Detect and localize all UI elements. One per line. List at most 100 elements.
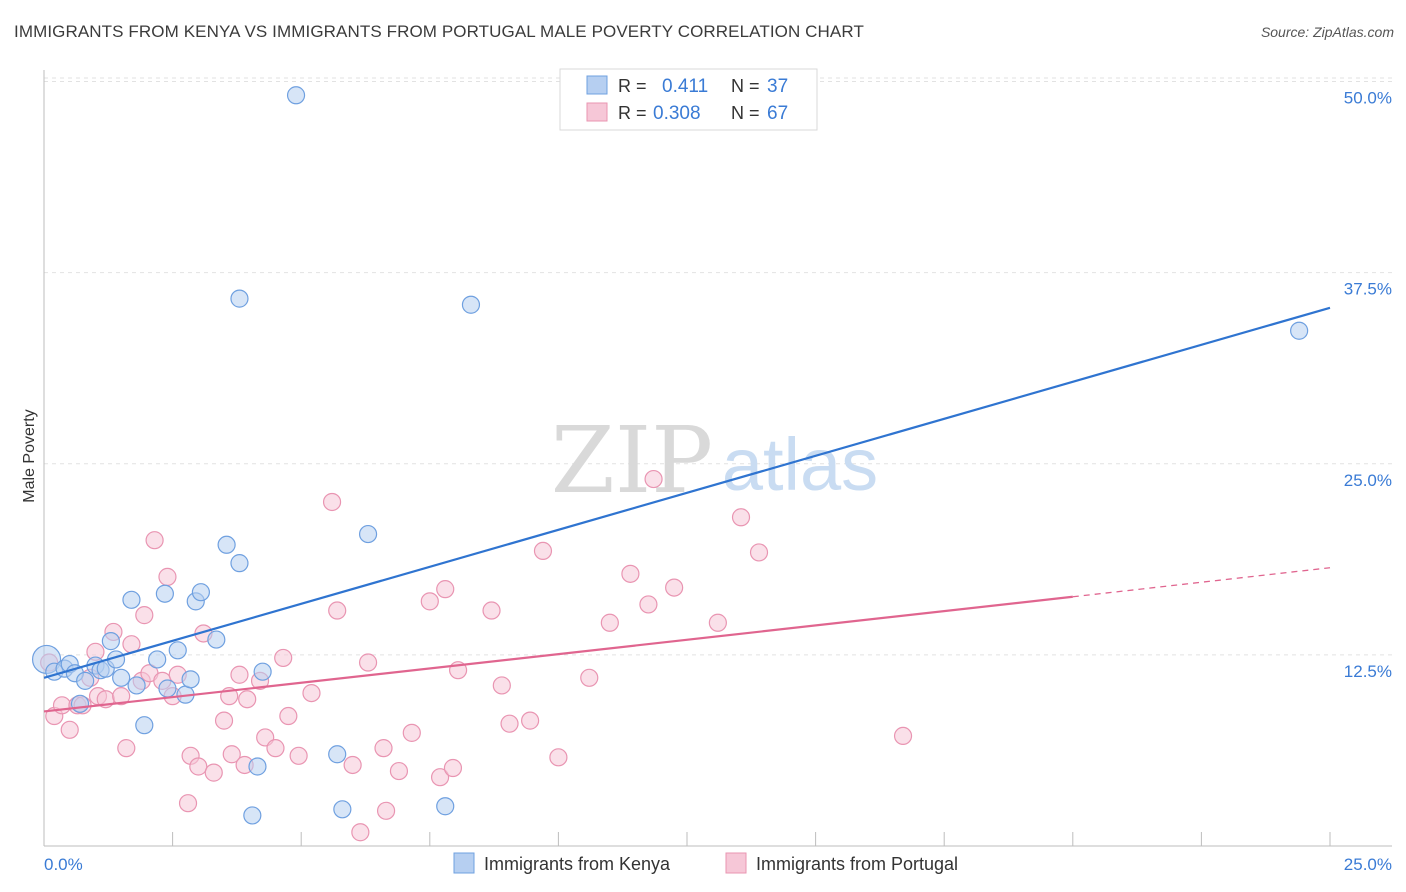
stats-legend-swatch-portugal <box>586 102 608 122</box>
portugal-point <box>492 676 511 695</box>
portugal-point <box>279 706 298 726</box>
kenya-point <box>286 86 306 105</box>
stats-legend-n-label-kenya: N = <box>731 76 760 96</box>
kenya-point <box>436 797 455 816</box>
portugal-point <box>266 739 285 758</box>
series-legend-swatch-kenya <box>453 852 475 874</box>
portugal-point <box>430 768 450 787</box>
y-tick-label: 50.0% <box>1344 89 1392 108</box>
y-axis-label: Male Poverty <box>21 409 38 502</box>
watermark-atlas: atlas <box>722 423 878 506</box>
portugal-point <box>60 720 79 739</box>
portugal-point <box>222 745 241 764</box>
series-legend-label-kenya: Immigrants from Kenya <box>484 854 671 874</box>
portugal-point <box>644 469 663 489</box>
kenya-point <box>1290 321 1309 340</box>
chart-source: Source: ZipAtlas.com <box>1260 24 1394 40</box>
portugal-point <box>549 748 568 767</box>
portugal-point <box>580 668 599 687</box>
series-legend-label-portugal: Immigrants from Portugal <box>756 854 958 874</box>
portugal-point <box>189 757 208 776</box>
stats-legend-n-value-kenya: 37 <box>767 76 788 97</box>
portugal-point <box>500 714 519 733</box>
portugal-point <box>436 580 455 599</box>
y-tick-label: 25.0% <box>1344 471 1392 490</box>
kenya-point <box>112 668 131 687</box>
portugal-point <box>533 541 553 561</box>
watermark: ZIP atlas <box>551 407 878 514</box>
stats-legend-r-value-kenya: 0.411 <box>662 76 708 97</box>
kenya-point <box>328 745 347 764</box>
x-tick-marks <box>172 832 1331 846</box>
portugal-point <box>117 739 136 758</box>
portugal-point <box>52 696 72 715</box>
kenya-point <box>122 590 141 609</box>
portugal-point <box>135 606 154 625</box>
kenya-point <box>248 757 267 776</box>
portugal-point <box>145 531 164 550</box>
kenya-point <box>155 584 174 603</box>
kenya-point <box>207 630 226 649</box>
portugal-point <box>230 665 249 684</box>
kenya-point <box>148 650 167 669</box>
portugal-point <box>402 723 421 742</box>
chart-title: IMMIGRANTS FROM KENYA VS IMMIGRANTS FROM… <box>14 22 864 41</box>
kenya-point <box>230 554 249 573</box>
x-tick-label-max: 25.0% <box>1344 855 1392 874</box>
kenya-point <box>76 671 95 690</box>
portugal-point <box>621 564 640 583</box>
portugal-point <box>420 592 439 611</box>
stats-legend-n-value-portugal: 67 <box>767 103 788 124</box>
portugal-point <box>214 711 234 730</box>
portugal-trend-extension <box>1072 567 1331 598</box>
kenya-point <box>230 289 249 308</box>
portugal-point <box>376 801 396 820</box>
kenya-point <box>358 524 378 544</box>
portugal-point <box>204 763 223 782</box>
portugal-point <box>482 601 501 620</box>
portugal-point <box>351 823 370 842</box>
portugal-point <box>600 613 619 632</box>
portugal-point <box>343 755 362 775</box>
portugal-point <box>289 746 308 765</box>
kenya-point <box>461 295 481 314</box>
portugal-point <box>374 739 393 758</box>
kenya-point <box>168 641 187 660</box>
kenya-point <box>135 716 154 735</box>
kenya-point <box>158 679 177 698</box>
stats-legend-n-label-portugal: N = <box>731 103 760 123</box>
y-tick-label: 12.5% <box>1344 662 1392 681</box>
portugal-point <box>749 543 769 562</box>
portugal-point <box>665 578 684 597</box>
series-legend: Immigrants from Kenya Immigrants from Po… <box>453 852 958 874</box>
stats-legend-r-label-portugal: R = <box>618 103 647 123</box>
stats-legend-r-label-kenya: R = <box>618 76 647 96</box>
x-tick-label-min: 0.0% <box>44 855 83 874</box>
portugal-point <box>302 683 321 703</box>
kenya-trend-line <box>43 306 1331 679</box>
portugal-point <box>893 726 913 746</box>
y-tick-label: 37.5% <box>1344 280 1392 299</box>
trend-lines <box>43 306 1331 713</box>
portugal-point <box>731 508 751 527</box>
portugal-point <box>443 758 463 778</box>
axes <box>43 70 1392 847</box>
kenya-point <box>243 806 262 825</box>
portugal-point <box>112 687 131 706</box>
y-tick-labels: 12.5% 25.0% 37.5% 50.0% <box>1344 89 1392 681</box>
kenya-point <box>191 583 210 602</box>
watermark-zip: ZIP <box>551 407 713 514</box>
stats-legend-swatch-kenya <box>586 75 608 95</box>
kenya-point <box>217 535 236 554</box>
portugal-point <box>389 761 409 781</box>
kenya-point <box>101 632 120 651</box>
portugal-point <box>358 653 378 672</box>
stats-legend: R = 0.411 N = 37 R = 0.308 N = 67 <box>559 68 818 131</box>
portugal-point <box>708 613 727 632</box>
series-portugal-points <box>40 469 913 842</box>
portugal-point <box>158 567 177 586</box>
stats-legend-r-value-portugal: 0.308 <box>653 103 701 124</box>
series-legend-swatch-portugal <box>725 852 747 874</box>
portugal-point <box>274 648 293 668</box>
